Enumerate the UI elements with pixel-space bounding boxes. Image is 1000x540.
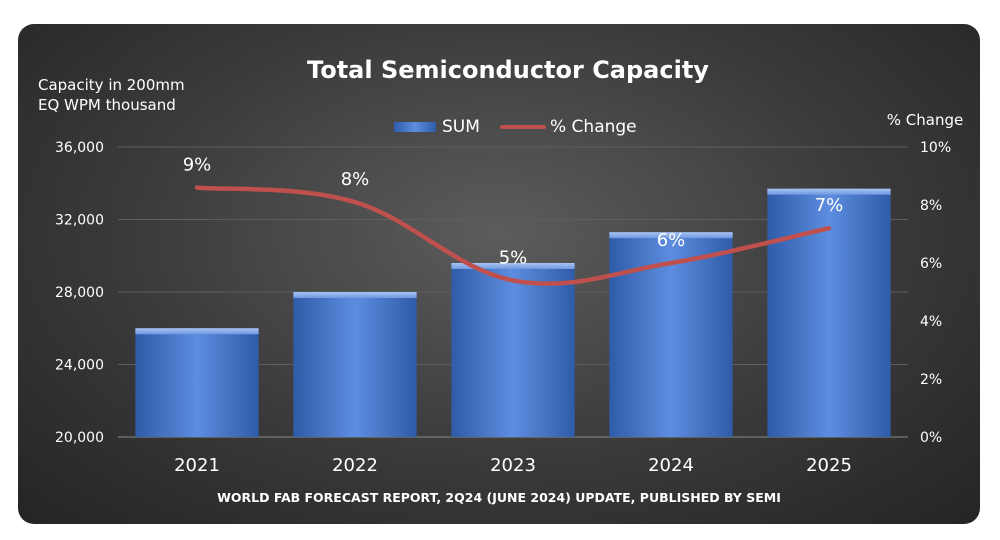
line-series xyxy=(194,185,832,286)
y-axis-label-line-2: EQ WPM thousand xyxy=(38,96,176,114)
bar-2021 xyxy=(135,328,259,437)
x-tick-label: 2025 xyxy=(806,455,852,476)
bar-top-2024 xyxy=(609,232,733,239)
y-axis-ticks: 20,000 24,000 28,000 32,000 36,000 xyxy=(55,140,104,446)
chart-title: Total Semiconductor Capacity xyxy=(307,56,709,84)
y-tick-label: 32,000 xyxy=(55,213,104,229)
y-tick-label: 28,000 xyxy=(55,285,104,301)
bars xyxy=(135,188,891,437)
bar-top-2025 xyxy=(767,188,891,195)
y2-axis-ticks: 0% 2% 4% 6% 8% 10% xyxy=(920,140,951,446)
chart-card: 9% 8% 5% 6% 7% Total Semiconductor Capacity … xyxy=(18,24,980,524)
x-tick-label: 2023 xyxy=(490,455,536,476)
y2-tick-label: 4% xyxy=(920,314,942,330)
y-tick-label: 24,000 xyxy=(55,358,104,374)
bar-top-2023 xyxy=(451,263,575,269)
bar-2023 xyxy=(451,263,575,437)
footnote: WORLD FAB FORECAST REPORT, 2Q24 (JUNE 20… xyxy=(217,490,781,505)
y2-tick-label: 6% xyxy=(920,256,942,272)
change-label-2025: 7% xyxy=(815,195,844,216)
change-label-2024: 6% xyxy=(657,230,686,251)
point-labels: 9% 8% 5% 6% 7% xyxy=(183,155,844,269)
change-label-2022: 8% xyxy=(341,169,370,190)
y2-tick-label: 10% xyxy=(920,140,951,156)
bar-top-2021 xyxy=(135,328,259,335)
legend-swatch-sum xyxy=(394,122,436,132)
y2-tick-label: 0% xyxy=(920,430,942,446)
y2-tick-label: 2% xyxy=(920,372,942,388)
x-axis-ticks: 2021 2022 2023 2024 2025 xyxy=(174,455,852,476)
change-label-2021: 9% xyxy=(183,155,212,176)
y-tick-label: 20,000 xyxy=(55,430,104,446)
bar-2022 xyxy=(293,292,417,437)
x-tick-label: 2021 xyxy=(174,455,220,476)
y2-axis-label: % Change xyxy=(887,111,963,129)
bar-top-2022 xyxy=(293,292,417,298)
bar-2025 xyxy=(767,188,891,437)
legend: SUM % Change xyxy=(394,117,637,137)
y-tick-label: 36,000 xyxy=(55,140,104,156)
y-axis-label-line-1: Capacity in 200mm xyxy=(38,76,185,94)
legend-label-sum: SUM xyxy=(442,117,480,137)
change-label-2023: 5% xyxy=(499,247,528,268)
x-tick-label: 2022 xyxy=(332,455,378,476)
x-tick-label: 2024 xyxy=(648,455,694,476)
bar-2024 xyxy=(609,232,733,437)
chart-svg: 9%8%5%6%7% Total Semiconductor Capacity … xyxy=(38,56,963,505)
y2-tick-label: 8% xyxy=(920,198,942,214)
legend-label-change: % Change xyxy=(550,117,637,137)
